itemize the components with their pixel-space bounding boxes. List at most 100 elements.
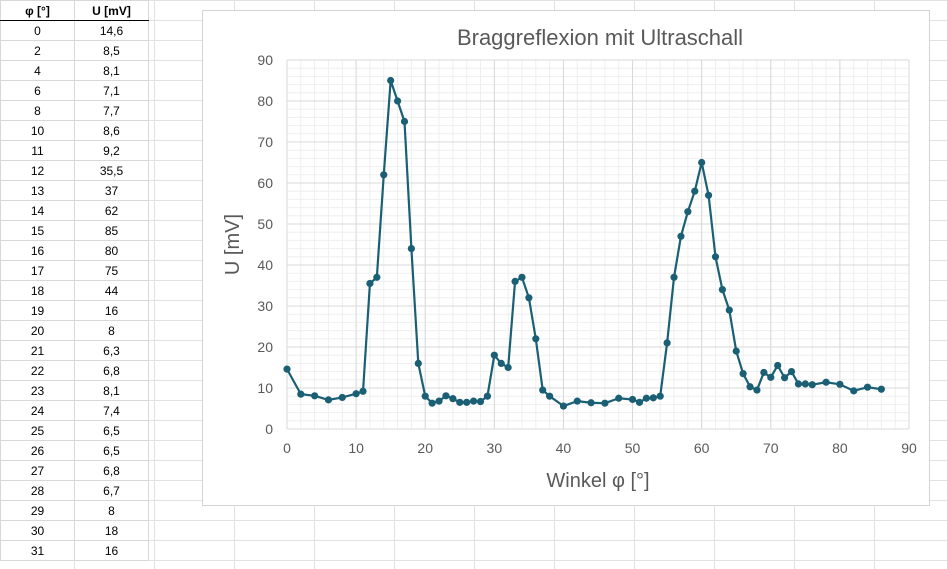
cell-angle[interactable]: 4 bbox=[0, 60, 75, 81]
cell-voltage[interactable]: 35,5 bbox=[74, 160, 149, 181]
cell-angle[interactable]: 31 bbox=[0, 540, 75, 561]
table-header-row: φ [°] U [mV] bbox=[0, 0, 149, 21]
data-point bbox=[497, 359, 505, 367]
cell-angle[interactable]: 10 bbox=[0, 120, 75, 141]
cell-angle[interactable]: 29 bbox=[0, 500, 75, 521]
cell-voltage[interactable]: 6,5 bbox=[74, 440, 149, 461]
data-point bbox=[532, 335, 540, 343]
data-point bbox=[711, 253, 720, 261]
cell-voltage[interactable]: 6,7 bbox=[74, 480, 149, 501]
data-table: φ [°] U [mV] 0 14,6 2 8,5 4 8,1 6 7,1 8 7,7 10 8,6 1… bbox=[0, 0, 149, 561]
header-voltage[interactable]: U [mV] bbox=[74, 0, 149, 21]
table-row: 29 8 bbox=[0, 500, 149, 521]
chart-panel[interactable]: 0 10 20 30 40 50 60 70 80 90 0 10 20 30 40 50 60 70 80 90 Br… bbox=[202, 10, 930, 506]
data-point bbox=[490, 351, 498, 359]
data-point bbox=[739, 370, 747, 378]
data-point bbox=[476, 397, 485, 406]
cell-angle[interactable]: 8 bbox=[0, 100, 75, 121]
data-point bbox=[456, 398, 464, 406]
cell-angle[interactable]: 17 bbox=[0, 260, 75, 281]
cell-angle[interactable]: 30 bbox=[0, 520, 75, 541]
cell-angle[interactable]: 28 bbox=[0, 480, 75, 501]
data-point bbox=[421, 392, 429, 400]
x-axis-title: Winkel φ [°] bbox=[546, 470, 649, 492]
cell-voltage[interactable]: 6,5 bbox=[74, 420, 149, 441]
cell-voltage[interactable]: 8,1 bbox=[74, 380, 149, 401]
cell-angle[interactable]: 23 bbox=[0, 380, 75, 401]
cell-voltage[interactable]: 8 bbox=[74, 500, 149, 521]
cell-angle[interactable]: 22 bbox=[0, 360, 75, 381]
cell-voltage[interactable]: 7,1 bbox=[74, 80, 149, 101]
cell-angle[interactable]: 26 bbox=[0, 440, 75, 461]
table-row: 31 16 bbox=[0, 540, 149, 561]
cell-voltage[interactable]: 7,4 bbox=[74, 400, 149, 421]
cell-angle[interactable]: 14 bbox=[0, 200, 75, 221]
cell-voltage[interactable]: 6,3 bbox=[74, 340, 149, 361]
cell-voltage[interactable]: 16 bbox=[74, 540, 149, 561]
cell-angle[interactable]: 6 bbox=[0, 80, 75, 101]
chart-title: Braggreflexion mit Ultraschall bbox=[457, 25, 743, 50]
cell-voltage[interactable]: 9,2 bbox=[74, 140, 149, 161]
cell-voltage[interactable]: 44 bbox=[74, 280, 149, 301]
cell-angle[interactable]: 21 bbox=[0, 340, 75, 361]
header-angle[interactable]: φ [°] bbox=[0, 0, 75, 21]
data-point bbox=[511, 277, 519, 285]
cell-angle[interactable]: 11 bbox=[0, 140, 75, 161]
cell-voltage[interactable]: 80 bbox=[74, 240, 149, 261]
cell-angle[interactable]: 2 bbox=[0, 40, 75, 61]
cell-voltage[interactable]: 6,8 bbox=[74, 360, 149, 381]
data-point bbox=[470, 397, 478, 405]
cell-voltage[interactable]: 8,5 bbox=[74, 40, 149, 61]
y-axis-title: U [mV] bbox=[222, 214, 244, 275]
x-tick-label: 0 bbox=[283, 440, 291, 456]
cell-angle[interactable]: 24 bbox=[0, 400, 75, 421]
cell-voltage[interactable]: 75 bbox=[74, 260, 149, 281]
cell-angle[interactable]: 27 bbox=[0, 460, 75, 481]
cell-angle[interactable]: 20 bbox=[0, 320, 75, 341]
cell-angle[interactable]: 18 bbox=[0, 280, 75, 301]
cell-voltage[interactable]: 14,6 bbox=[74, 20, 149, 41]
data-point bbox=[559, 402, 568, 410]
data-point bbox=[635, 398, 644, 406]
cell-voltage[interactable]: 6,8 bbox=[74, 460, 149, 481]
cell-voltage[interactable]: 18 bbox=[74, 520, 149, 541]
cell-voltage[interactable]: 8,1 bbox=[74, 60, 149, 81]
cell-angle[interactable]: 19 bbox=[0, 300, 75, 321]
data-point bbox=[400, 117, 409, 126]
data-point bbox=[297, 390, 305, 398]
cell-angle[interactable]: 12 bbox=[0, 160, 75, 181]
cell-angle[interactable]: 25 bbox=[0, 420, 75, 441]
data-point bbox=[283, 365, 291, 373]
data-point bbox=[753, 386, 761, 394]
data-point bbox=[822, 378, 830, 386]
cell-angle[interactable]: 0 bbox=[0, 20, 75, 41]
cell-voltage[interactable]: 8 bbox=[74, 320, 149, 341]
cell-voltage[interactable]: 8,6 bbox=[74, 120, 149, 141]
data-point bbox=[380, 171, 388, 179]
data-point bbox=[649, 394, 657, 402]
y-tick-label: 50 bbox=[257, 216, 273, 232]
cell-angle[interactable]: 13 bbox=[0, 180, 75, 201]
data-point bbox=[760, 368, 768, 377]
cell-voltage[interactable]: 62 bbox=[74, 200, 149, 221]
cell-voltage[interactable]: 7,7 bbox=[74, 100, 149, 121]
table-row: 16 80 bbox=[0, 240, 149, 261]
data-point bbox=[414, 359, 422, 367]
cell-voltage[interactable]: 85 bbox=[74, 220, 149, 241]
series-line bbox=[286, 79, 882, 408]
data-point bbox=[808, 381, 816, 389]
data-point bbox=[836, 380, 844, 388]
cell-voltage[interactable]: 16 bbox=[74, 300, 149, 321]
data-point bbox=[698, 158, 706, 167]
cell-voltage[interactable]: 37 bbox=[74, 180, 149, 201]
table-row: 6 7,1 bbox=[0, 80, 149, 101]
data-point bbox=[359, 387, 367, 395]
y-tick-label: 60 bbox=[257, 175, 273, 191]
cell-angle[interactable]: 16 bbox=[0, 240, 75, 261]
data-point bbox=[428, 399, 436, 407]
data-point bbox=[373, 273, 381, 281]
y-tick-label: 0 bbox=[265, 421, 273, 437]
cell-angle[interactable]: 15 bbox=[0, 220, 75, 241]
table-row: 23 8,1 bbox=[0, 380, 149, 401]
x-tick-label: 30 bbox=[487, 440, 503, 456]
